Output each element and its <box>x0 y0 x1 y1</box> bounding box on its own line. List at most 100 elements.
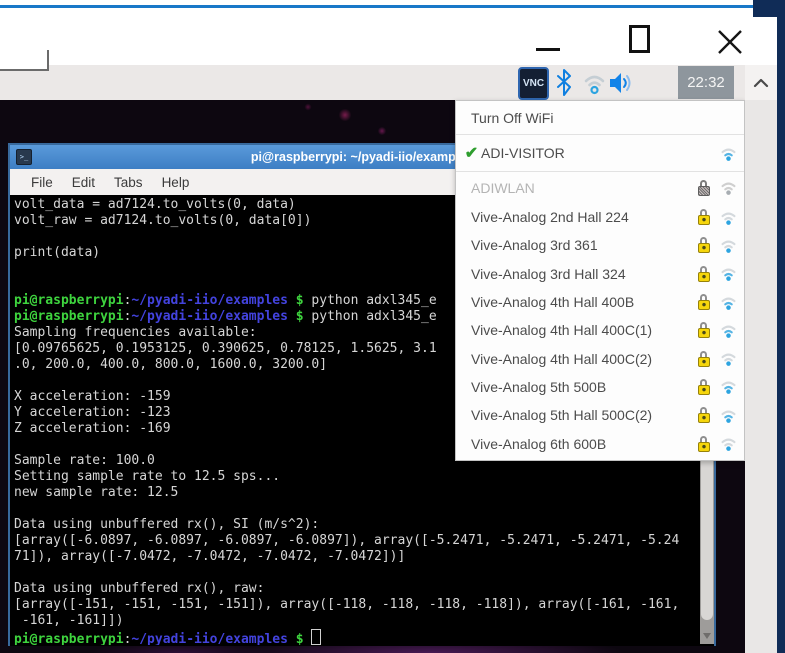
terminal-text: ~/pyadi-iio/examples <box>131 293 288 308</box>
terminal-line: Data using unbuffered rx(), SI (m/s^2): <box>14 517 696 533</box>
lock-icon <box>697 378 712 395</box>
terminal-text: $ <box>287 293 304 308</box>
lock-icon <box>697 209 712 226</box>
wifi-network-name: Vive-Analog 3rd 361 <box>471 237 598 254</box>
terminal-title: pi@raspberrypi: ~/pyadi-iio/examples <box>250 150 474 164</box>
wifi-network-item[interactable]: Vive-Analog 4th Hall 400C(2) <box>456 344 744 372</box>
lock-icon <box>697 179 712 196</box>
menu-separator <box>456 171 744 172</box>
terminal-text: Sample rate: 100.0 <box>14 453 155 468</box>
terminal-text: print(data) <box>14 245 101 260</box>
terminal-text: Sampling frequencies available: <box>14 325 257 340</box>
wifi-signal-icon <box>721 182 736 195</box>
desktop-taskbar: VNC 22:32 <box>0 65 745 100</box>
turn-off-wifi-item[interactable]: Turn Off WiFi <box>456 101 744 134</box>
connected-network-item[interactable]: ✔ ADI-VISITOR <box>456 135 744 171</box>
vnc-window-titlebar[interactable] <box>0 8 777 65</box>
scroll-down-arrow-icon[interactable] <box>703 633 711 639</box>
wifi-network-name: ADIWLAN <box>471 179 535 196</box>
wifi-signal-icon <box>721 325 736 338</box>
terminal-line: Setting sample rate to 12.5 sps... <box>14 469 696 485</box>
terminal-text: Y acceleration: -123 <box>14 405 171 420</box>
wifi-network-name: Vive-Analog 5th 500B <box>471 378 607 395</box>
wifi-signal-icon <box>721 353 736 366</box>
lock-icon <box>697 322 712 339</box>
terminal-line: 71]), array([-7.0472, -7.0472, -7.0472, … <box>14 549 696 565</box>
wifi-signal-icon <box>721 212 736 225</box>
terminal-text: Data using unbuffered rx(), raw: <box>14 581 265 596</box>
vnc-vertical-scrollbar[interactable] <box>745 65 777 653</box>
scroll-up-button[interactable] <box>745 65 777 100</box>
wifi-signal-icon <box>721 297 736 310</box>
terminal-text: X acceleration: -159 <box>14 389 171 404</box>
wifi-menu: Turn Off WiFi ✔ ADI-VISITOR ADIWLAN Vive… <box>455 100 745 461</box>
wifi-network-item[interactable]: Vive-Analog 3rd 361 <box>456 231 744 259</box>
window-frame-right <box>777 0 785 653</box>
terminal-line: Z acceleration: -169 <box>14 421 696 437</box>
terminal-line: -161, -161]]) <box>14 613 696 629</box>
clock[interactable]: 22:32 <box>678 66 734 99</box>
wifi-network-name: Vive-Analog 4th Hall 400B <box>471 294 635 311</box>
wifi-network-item[interactable]: Vive-Analog 4th Hall 400C(1) <box>456 316 744 344</box>
terminal-text: .0, 200.0, 400.0, 800.0, 1600.0, 3200.0] <box>14 357 328 372</box>
terminal-window-icon: >_ <box>16 149 32 165</box>
wifi-network-name: Vive-Analog 2nd Hall 224 <box>471 209 629 226</box>
menu-tabs[interactable]: Tabs <box>114 174 143 190</box>
wifi-network-item[interactable]: Vive-Analog 5th 500B <box>456 373 744 401</box>
window-border-top <box>0 5 753 8</box>
lock-icon <box>697 407 712 424</box>
menu-help[interactable]: Help <box>161 174 190 190</box>
terminal-text: [array([-6.0897, -6.0897, -6.0897, -6.08… <box>14 533 680 548</box>
wifi-network-item[interactable]: Vive-Analog 5th Hall 500C(2) <box>456 401 744 429</box>
wifi-network-item[interactable]: Vive-Analog 2nd Hall 224 <box>456 203 744 231</box>
terminal-line: pi@raspberrypi:~/pyadi-iio/examples $ py… <box>14 293 696 309</box>
lock-icon <box>697 294 712 311</box>
terminal-text: Z acceleration: -169 <box>14 421 171 436</box>
terminal-line: Data using unbuffered rx(), raw: <box>14 581 696 597</box>
terminal-line: [array([-151, -151, -151, -151]), array(… <box>14 597 696 613</box>
window-frame-corner <box>753 0 785 17</box>
wifi-network-item-disabled[interactable]: ADIWLAN <box>456 172 744 203</box>
vnc-tray-icon[interactable]: VNC <box>518 67 549 100</box>
menu-edit[interactable]: Edit <box>71 174 96 190</box>
terminal-text: $ <box>287 632 312 645</box>
wifi-signal-icon <box>721 381 736 395</box>
wifi-network-item[interactable]: Vive-Analog 3rd Hall 324 <box>456 260 744 288</box>
terminal-line: X acceleration: -159 <box>14 389 696 405</box>
terminal-text: python adxl345_e <box>303 293 437 308</box>
wifi-network-item[interactable]: Vive-Analog 6th 600B <box>456 429 744 457</box>
menu-file[interactable]: File <box>31 174 53 190</box>
minimize-button[interactable] <box>535 35 561 65</box>
terminal-line: [0.09765625, 0.1953125, 0.390625, 0.7812… <box>14 341 696 357</box>
wifi-network-list: Vive-Analog 2nd Hall 224 Vive-Analog 3rd… <box>456 203 744 458</box>
terminal-text: ~/pyadi-iio/examples <box>131 309 288 324</box>
terminal-text: 71]), array([-7.0472, -7.0472, -7.0472, … <box>14 549 406 564</box>
terminal-text: $ <box>287 309 304 324</box>
close-button[interactable] <box>712 22 748 60</box>
check-icon: ✔ <box>464 145 479 162</box>
terminal-line: volt_raw = ad7124.to_volts(0, data[0]) <box>14 213 696 229</box>
terminal-text: -161, -161]]) <box>14 613 124 628</box>
maximize-button[interactable] <box>626 25 652 57</box>
terminal-line: new sample rate: 12.5 <box>14 485 696 501</box>
volume-icon[interactable] <box>608 70 636 96</box>
terminal-text: ~/pyadi-iio/examples <box>131 632 288 645</box>
terminal-line: pi@raspberrypi:~/pyadi-iio/examples $ <box>14 629 696 645</box>
wifi-network-item[interactable]: Vive-Analog 4th Hall 400B <box>456 288 744 316</box>
terminal-text: pi@raspberrypi <box>14 309 124 324</box>
terminal-cursor <box>311 629 322 645</box>
terminal-text: Setting sample rate to 12.5 sps... <box>14 469 281 484</box>
menu-remnant <box>0 50 49 71</box>
terminal-text: : <box>123 632 132 645</box>
terminal-line: Sampling frequencies available: <box>14 325 696 341</box>
wifi-signal-icon <box>721 410 736 423</box>
wifi-network-name: Vive-Analog 4th Hall 400C(2) <box>471 350 653 367</box>
terminal-text: [array([-151, -151, -151, -151]), array(… <box>14 597 680 612</box>
terminal-line: Y acceleration: -123 <box>14 405 696 421</box>
wifi-icon[interactable] <box>581 70 608 96</box>
terminal-text: volt_raw = ad7124.to_volts(0, data[0]) <box>14 213 312 228</box>
terminal-line <box>14 501 696 517</box>
turn-off-wifi-label: Turn Off WiFi <box>471 109 554 126</box>
bluetooth-icon[interactable] <box>556 69 572 96</box>
wifi-network-name: Vive-Analog 5th Hall 500C(2) <box>471 407 653 424</box>
